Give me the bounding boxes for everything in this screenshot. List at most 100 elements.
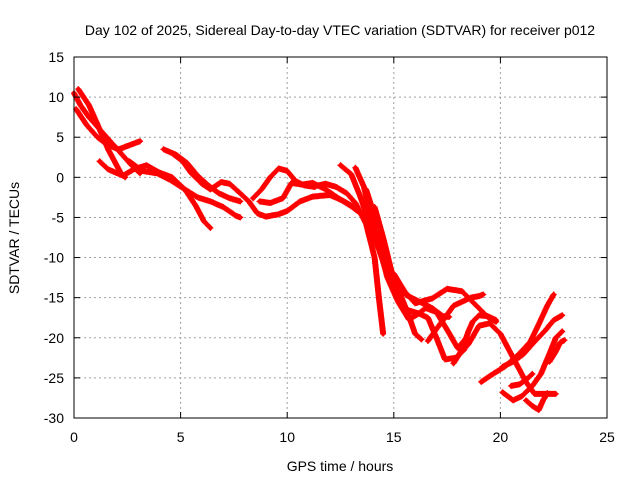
series-track-5	[126, 158, 244, 221]
data-point	[500, 364, 505, 369]
data-point	[487, 321, 492, 326]
data-point	[221, 204, 226, 210]
data-point	[551, 292, 556, 297]
data-point	[169, 151, 175, 156]
data-point	[543, 328, 548, 333]
y-tick-label: 15	[48, 49, 64, 65]
data-point	[540, 398, 546, 403]
data-point	[310, 180, 315, 186]
data-point	[434, 326, 439, 332]
data-point	[238, 199, 243, 204]
data-point	[250, 196, 256, 201]
axis-ticks: 0 5 10 15 20 25 -30 -25 -20 -15 -10 -5 0 5 10 15	[44, 49, 615, 445]
data-point	[118, 151, 124, 156]
series-track-1	[71, 90, 144, 177]
data-point	[511, 398, 516, 403]
data-point	[412, 331, 418, 336]
data-point	[547, 359, 552, 364]
data-point	[498, 331, 503, 336]
data-point	[312, 184, 318, 189]
data-point	[517, 382, 522, 387]
data-point	[425, 338, 431, 344]
data-point	[532, 339, 537, 344]
data-point	[459, 299, 465, 304]
data-point	[344, 191, 350, 196]
data-point	[481, 292, 486, 297]
data-point	[267, 200, 273, 206]
data-point	[208, 225, 213, 231]
data-point	[154, 171, 160, 176]
data-point	[530, 403, 535, 409]
data-point	[391, 271, 396, 276]
series-track-17	[424, 291, 487, 344]
data-point	[105, 147, 111, 152]
data-point	[430, 296, 435, 301]
data-point	[557, 340, 563, 345]
data-point	[476, 293, 482, 299]
data-point	[442, 315, 448, 320]
y-tick-label: 0	[56, 169, 64, 185]
data-point	[466, 342, 471, 347]
data-point	[255, 211, 260, 216]
data-point	[353, 200, 358, 206]
data-point	[349, 171, 354, 177]
data-point	[338, 163, 343, 168]
data-point	[476, 323, 482, 328]
series-track-25	[546, 337, 568, 365]
x-tick-label: 15	[386, 429, 402, 445]
data-point	[451, 361, 456, 366]
data-point	[227, 196, 232, 201]
data-point	[412, 301, 418, 306]
data-point	[372, 204, 377, 210]
data-point	[285, 168, 290, 174]
data-point	[276, 166, 281, 171]
data-point	[227, 181, 232, 186]
data-point	[434, 335, 439, 340]
chart-title: Day 102 of 2025, Sidereal Day-to-day VTE…	[85, 22, 595, 38]
y-tick-label: -30	[44, 410, 64, 426]
data-point	[84, 123, 90, 128]
data-point	[489, 372, 495, 377]
data-point	[378, 251, 384, 256]
data-point	[536, 407, 541, 413]
data-point	[444, 327, 450, 332]
data-point	[263, 214, 269, 219]
data-point	[233, 213, 239, 218]
data-point	[144, 163, 149, 168]
data-point	[538, 371, 544, 377]
x-axis-label: GPS time / hours	[287, 458, 394, 474]
x-tick-label: 10	[279, 429, 295, 445]
data-point	[199, 181, 205, 186]
y-tick-label: -10	[44, 250, 64, 266]
data-point	[323, 181, 328, 186]
data-point	[385, 275, 390, 280]
data-point	[532, 391, 537, 397]
series-track-11	[311, 180, 387, 337]
data-point	[246, 199, 251, 204]
data-point	[218, 179, 224, 185]
data-point	[508, 383, 514, 389]
data-point	[470, 319, 475, 324]
data-series	[71, 86, 568, 413]
data-point	[551, 317, 556, 323]
data-point	[95, 135, 100, 140]
data-point	[276, 212, 281, 217]
data-point	[425, 315, 431, 320]
series-track-21	[499, 328, 566, 404]
data-point	[500, 390, 505, 395]
data-point	[105, 167, 111, 172]
data-point	[472, 301, 477, 307]
data-point	[525, 375, 531, 381]
data-point	[545, 303, 550, 308]
data-point	[182, 187, 188, 192]
data-point	[116, 147, 122, 152]
data-point	[415, 312, 420, 317]
data-point	[545, 390, 550, 396]
data-point	[479, 379, 484, 385]
data-point	[112, 159, 117, 164]
data-point	[468, 295, 473, 300]
data-point	[363, 187, 369, 192]
data-point	[280, 196, 286, 201]
y-tick-label: -25	[44, 370, 64, 386]
